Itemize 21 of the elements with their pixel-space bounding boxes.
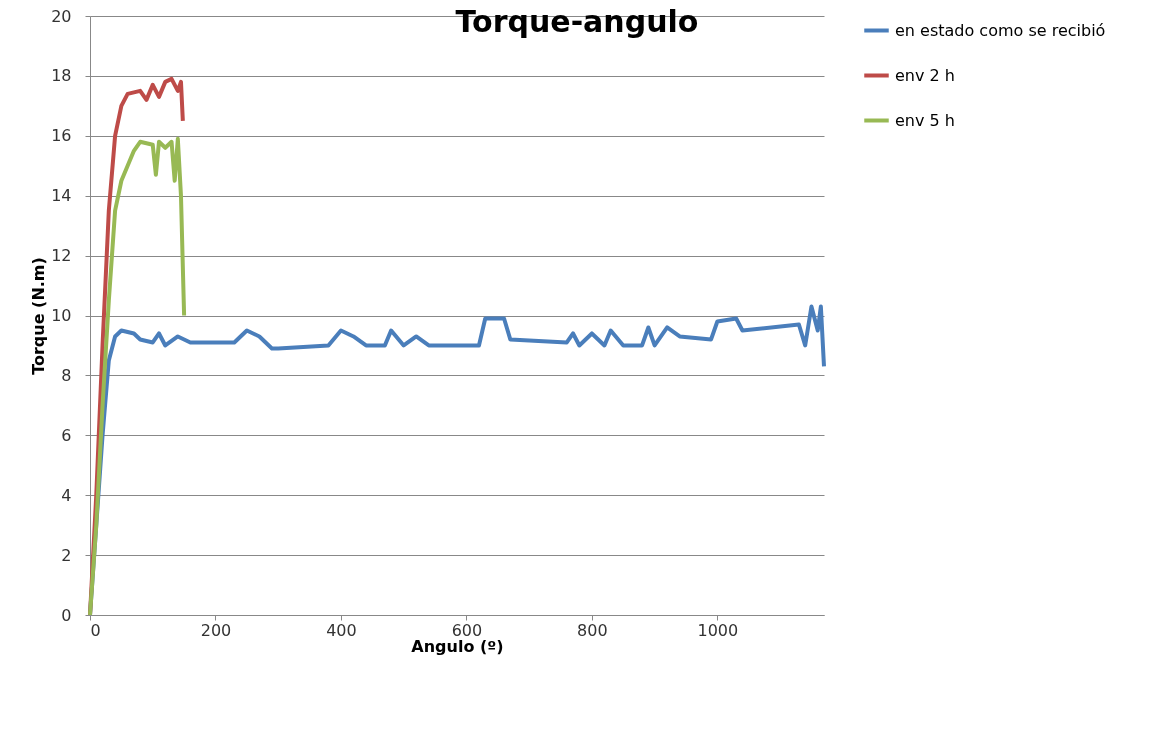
x-tick-label: 1000 xyxy=(697,620,739,640)
y-tick-label: 14 xyxy=(51,186,72,206)
chart-title: Torque-angulo xyxy=(455,4,699,39)
y-tick-label: 20 xyxy=(51,6,72,26)
x-tick-label: 200 xyxy=(200,620,232,640)
legend-label: env 5 h xyxy=(895,110,955,130)
x-tick-label: 400 xyxy=(326,620,357,640)
y-tick-label: 2 xyxy=(61,545,72,565)
y-axis-title: Torque (N.m) xyxy=(29,257,49,375)
y-tick-label: 0 xyxy=(61,605,72,625)
y-tick-label: 10 xyxy=(51,306,72,325)
y-tick-label: 4 xyxy=(61,485,72,505)
y-tick-label: 16 xyxy=(51,126,72,146)
x-tick-label: 800 xyxy=(577,620,608,640)
legend-label: en estado como se recibió xyxy=(895,20,1106,40)
x-tick-label: 0 xyxy=(90,620,101,640)
y-tick-label: 6 xyxy=(61,425,72,445)
legend-label: env 2 h xyxy=(895,65,955,85)
y-tick-label: 18 xyxy=(51,66,72,86)
y-tick-label: 12 xyxy=(51,246,72,266)
y-tick-label: 8 xyxy=(61,365,72,385)
